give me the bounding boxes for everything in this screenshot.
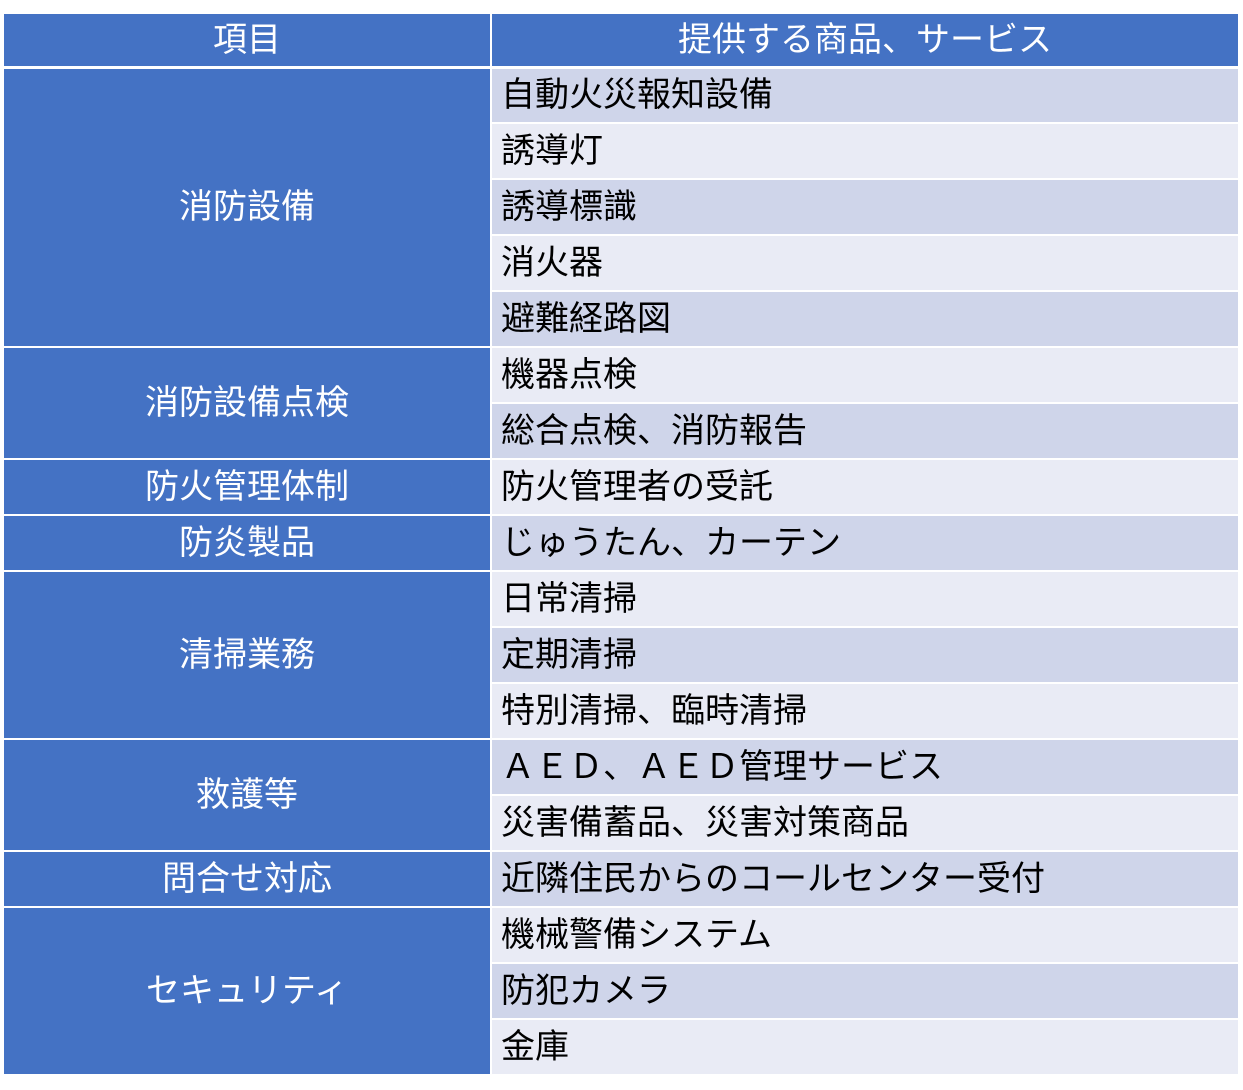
- category-cell: 防炎製品: [2, 514, 492, 572]
- table-row: 避難経路図: [3, 290, 1240, 348]
- service-cell: 災害備蓄品、災害対策商品: [490, 794, 1240, 852]
- table-row: 総合点検、消防報告: [3, 402, 1240, 460]
- service-cell: 自動火災報知設備: [490, 66, 1240, 124]
- service-cell: 機器点検: [490, 346, 1240, 404]
- category-cell: セキュリティ: [2, 906, 492, 1076]
- table-row: 消防設備 自動火災報知設備: [2, 66, 1240, 348]
- table-row: 防犯カメラ: [3, 962, 1240, 1020]
- table-body: 消防設備 自動火災報知設備 誘導灯 誘導標識 消火器 避難経路図 消防設備点検 機器点検 総合点…: [2, 66, 1240, 1076]
- table-row: 防火管理体制 防火管理者の受託: [2, 458, 1240, 516]
- service-cell: 近隣住民からのコールセンター受付: [490, 850, 1240, 908]
- service-cell: 消火器: [490, 234, 1240, 292]
- table-row: 特別清掃、臨時清掃: [3, 682, 1240, 740]
- header-service: 提供する商品、サービス: [490, 12, 1240, 69]
- service-cell: 総合点検、消防報告: [490, 402, 1240, 460]
- service-cell: 定期清掃: [490, 626, 1240, 684]
- service-cell: 防犯カメラ: [490, 962, 1240, 1020]
- table-row: 消防設備点検 機器点検: [2, 346, 1240, 460]
- service-cell: 金庫: [490, 1018, 1240, 1076]
- service-cell: 機械警備システム: [490, 906, 1240, 964]
- header-row: 項目 提供する商品、サービス: [2, 12, 1240, 69]
- category-cell: 防火管理体制: [2, 458, 492, 516]
- service-cell: 日常清掃: [490, 570, 1240, 628]
- table-row: 誘導灯: [3, 122, 1240, 180]
- category-cell: 消防設備点検: [2, 346, 492, 460]
- category-cell: 消防設備: [2, 66, 492, 348]
- table-row: 問合せ対応 近隣住民からのコールセンター受付: [2, 850, 1240, 908]
- table-row: 消火器: [3, 234, 1240, 292]
- table-row: 清掃業務 日常清掃: [2, 570, 1240, 740]
- service-cell: 誘導標識: [490, 178, 1240, 236]
- table-row: 誘導標識: [3, 178, 1240, 236]
- category-cell: 問合せ対応: [2, 850, 492, 908]
- table-row: 救護等 ＡＥＤ、ＡＥＤ管理サービス: [2, 738, 1240, 852]
- service-table: 項目 提供する商品、サービス 消防設備 自動火災報知設備 誘導灯 誘導標識 消火器 避難経…: [2, 12, 1240, 1076]
- service-cell: 特別清掃、臨時清掃: [490, 682, 1240, 740]
- table-row: 定期清掃: [3, 626, 1240, 684]
- header-category: 項目: [2, 12, 492, 69]
- category-cell: 救護等: [2, 738, 492, 852]
- table-header: 項目 提供する商品、サービス: [2, 12, 1240, 69]
- service-cell: 防火管理者の受託: [490, 458, 1240, 516]
- table-row: セキュリティ 機械警備システム: [2, 906, 1240, 1076]
- service-cell: 誘導灯: [490, 122, 1240, 180]
- service-cell: じゅうたん、カーテン: [490, 514, 1240, 572]
- category-cell: 清掃業務: [2, 570, 492, 740]
- table-row: 防炎製品 じゅうたん、カーテン: [2, 514, 1240, 572]
- table-row: 金庫: [3, 1018, 1240, 1076]
- table-row: 災害備蓄品、災害対策商品: [3, 794, 1240, 852]
- service-cell: ＡＥＤ、ＡＥＤ管理サービス: [490, 738, 1240, 796]
- service-cell: 避難経路図: [490, 290, 1240, 348]
